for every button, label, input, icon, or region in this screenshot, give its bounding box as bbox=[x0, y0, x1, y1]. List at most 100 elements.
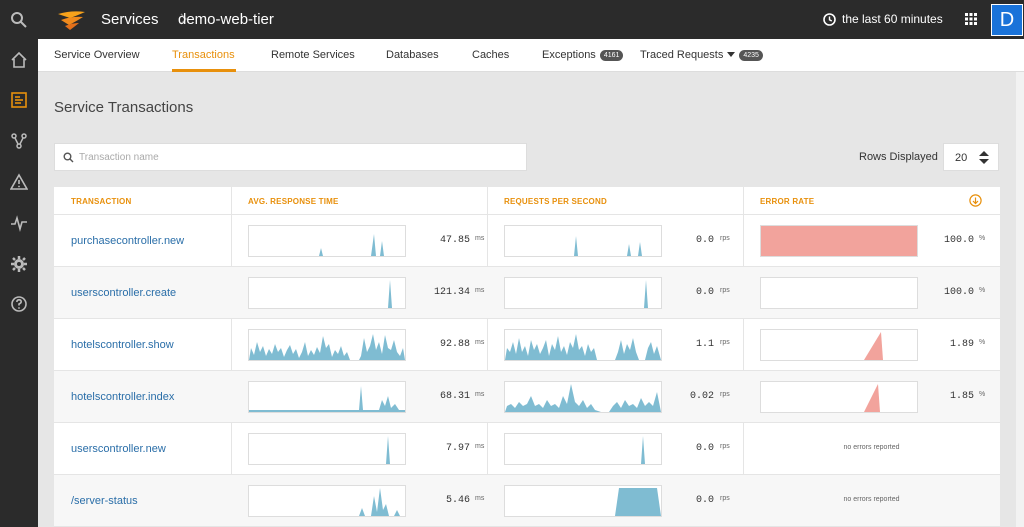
left-sidebar bbox=[0, 0, 38, 527]
table-row[interactable]: hotelscontroller.index 68.31 ms 0.02 rps 1… bbox=[54, 371, 1000, 423]
metrics-nav-button[interactable] bbox=[0, 203, 38, 243]
rps-sparkline bbox=[504, 329, 662, 361]
rows-displayed-value: 20 bbox=[955, 152, 968, 164]
transactions-table: TRANSACTION AVG. RESPONSE TIME REQUESTS … bbox=[54, 187, 1000, 527]
breadcrumb-services[interactable]: Services bbox=[101, 11, 159, 28]
solarwinds-logo[interactable] bbox=[56, 8, 86, 32]
home-icon bbox=[11, 51, 27, 68]
no-errors-text: no errors reported bbox=[843, 496, 900, 503]
table-row[interactable]: /server-status 5.46 ms 0.0 rps no errors r… bbox=[54, 475, 1000, 527]
unit-label: rps bbox=[720, 391, 730, 398]
rps-value: 0.0 bbox=[695, 443, 714, 454]
help-nav-button[interactable] bbox=[0, 284, 38, 324]
page-title: Service Transactions bbox=[54, 99, 194, 116]
tab-databases[interactable]: Databases bbox=[386, 49, 439, 61]
transaction-name-link[interactable]: userscontroller.new bbox=[71, 443, 166, 455]
tab-remote-services[interactable]: Remote Services bbox=[271, 49, 355, 61]
unit-label: % bbox=[979, 235, 986, 242]
unit-label: ms bbox=[475, 443, 485, 450]
tab-exceptions[interactable]: Exceptions 4161 bbox=[542, 49, 624, 61]
column-divider bbox=[743, 187, 744, 527]
column-header-requests-per-second[interactable]: REQUESTS PER SECOND bbox=[504, 197, 607, 206]
response-time-sparkline bbox=[248, 433, 406, 465]
table-row[interactable]: purchasecontroller.new 47.85 ms 0.0 rps 10… bbox=[54, 215, 1000, 267]
unit-label: % bbox=[979, 391, 986, 398]
error-rate-sparkline bbox=[760, 381, 918, 413]
home-nav-button[interactable] bbox=[0, 40, 38, 80]
rps-value: 1.1 bbox=[695, 339, 714, 350]
tab-service-overview[interactable]: Service Overview bbox=[54, 49, 140, 61]
topology-nav-button[interactable] bbox=[0, 121, 38, 161]
tab-label: Exceptions bbox=[542, 49, 596, 61]
table-row[interactable]: userscontroller.new 7.97 ms 0.0 rps no err… bbox=[54, 423, 1000, 475]
top-bar: Services demo-web-tier the last 60 minut… bbox=[38, 0, 1024, 39]
rows-displayed-select[interactable]: 20 bbox=[943, 143, 999, 171]
avg-response-value: 68.31 bbox=[439, 391, 470, 402]
settings-nav-button[interactable] bbox=[0, 244, 38, 284]
rps-value: 0.0 bbox=[695, 495, 714, 506]
unit-label: ms bbox=[475, 495, 485, 502]
unit-label: rps bbox=[720, 339, 730, 346]
no-errors-text: no errors reported bbox=[843, 444, 900, 451]
apps-grid-icon[interactable] bbox=[965, 13, 977, 25]
scrollbar[interactable] bbox=[1016, 72, 1024, 527]
time-range-label: the last 60 minutes bbox=[842, 12, 943, 26]
unit-label: rps bbox=[720, 235, 730, 242]
time-range-selector[interactable]: the last 60 minutes bbox=[823, 12, 943, 26]
transaction-name-link[interactable]: userscontroller.create bbox=[71, 287, 177, 299]
avg-response-value: 47.85 bbox=[439, 235, 470, 246]
caret-down-icon bbox=[727, 52, 736, 57]
rows-displayed-label: Rows Displayed bbox=[859, 151, 938, 163]
table-row[interactable]: hotelscontroller.show 92.88 ms 1.1 rps 1.8… bbox=[54, 319, 1000, 371]
error-rate-value: 100.0 bbox=[943, 235, 974, 246]
column-divider bbox=[487, 187, 488, 527]
user-avatar[interactable]: D bbox=[991, 4, 1023, 36]
gear-icon bbox=[11, 256, 27, 272]
avg-response-value: 92.88 bbox=[439, 339, 470, 350]
column-header-error-rate[interactable]: ERROR RATE bbox=[760, 197, 815, 206]
help-icon bbox=[11, 296, 27, 312]
unit-label: rps bbox=[720, 287, 730, 294]
transaction-name-link[interactable]: hotelscontroller.show bbox=[71, 339, 174, 351]
unit-label: ms bbox=[475, 235, 485, 242]
response-time-sparkline bbox=[248, 329, 406, 361]
table-row[interactable]: userscontroller.create 121.34 ms 0.0 rps 1… bbox=[54, 267, 1000, 319]
exceptions-count-badge: 4161 bbox=[599, 49, 624, 61]
rps-value: 0.02 bbox=[689, 391, 714, 402]
error-rate-value: 1.89 bbox=[949, 339, 974, 350]
tab-traced-requests[interactable]: Traced Requests 4235 bbox=[640, 49, 763, 61]
transaction-name-link[interactable]: /server-status bbox=[71, 495, 138, 507]
breadcrumb-service-name[interactable]: demo-web-tier bbox=[178, 11, 274, 28]
error-rate-value: 1.85 bbox=[949, 391, 974, 402]
column-header-transaction[interactable]: TRANSACTION bbox=[71, 197, 132, 206]
error-rate-value: 100.0 bbox=[943, 287, 974, 298]
services-nav-button[interactable] bbox=[0, 80, 38, 120]
search-field[interactable] bbox=[54, 143, 527, 171]
error-rate-sparkline bbox=[760, 277, 918, 309]
unit-label: ms bbox=[475, 391, 485, 398]
tab-label: Traced Requests bbox=[640, 49, 724, 61]
response-time-sparkline bbox=[248, 381, 406, 413]
alerts-nav-button[interactable] bbox=[0, 162, 38, 202]
unit-label: ms bbox=[475, 287, 485, 294]
tab-label: Databases bbox=[386, 49, 439, 61]
rps-value: 0.0 bbox=[695, 287, 714, 298]
avg-response-value: 7.97 bbox=[445, 443, 470, 454]
transaction-search-input[interactable] bbox=[79, 148, 519, 166]
tab-bar: Service Overview Transactions Remote Ser… bbox=[38, 39, 1024, 72]
sort-descending-icon[interactable] bbox=[969, 194, 982, 207]
column-header-avg-response-time[interactable]: AVG. RESPONSE TIME bbox=[248, 197, 339, 206]
search-nav-button[interactable] bbox=[0, 0, 38, 40]
transaction-name-link[interactable]: hotelscontroller.index bbox=[71, 391, 175, 403]
response-time-sparkline bbox=[248, 225, 406, 257]
tab-caches[interactable]: Caches bbox=[472, 49, 509, 61]
list-icon bbox=[11, 92, 27, 108]
clock-icon bbox=[823, 12, 836, 26]
avg-response-value: 5.46 bbox=[445, 495, 470, 506]
rps-sparkline bbox=[504, 485, 662, 517]
table-header: TRANSACTION AVG. RESPONSE TIME REQUESTS … bbox=[54, 187, 1000, 215]
transaction-name-link[interactable]: purchasecontroller.new bbox=[71, 235, 185, 247]
tab-label: Caches bbox=[472, 49, 510, 61]
tab-transactions[interactable]: Transactions bbox=[172, 49, 235, 61]
warning-icon bbox=[10, 173, 28, 190]
